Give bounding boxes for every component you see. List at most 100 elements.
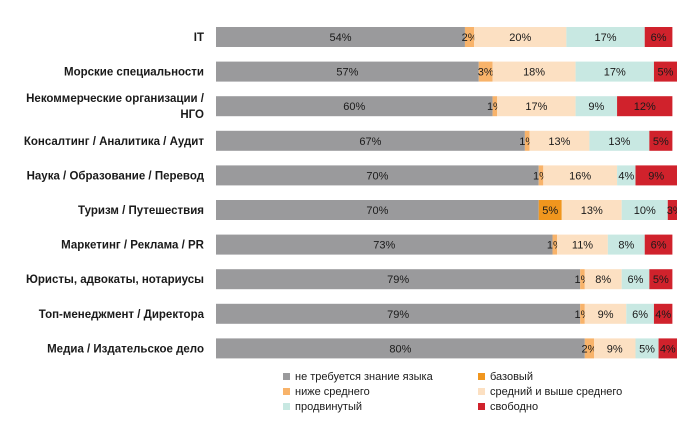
data-label-7-series-1: 73% (373, 240, 395, 252)
bar-segment-4-series-4 (529, 130, 590, 151)
data-label-1-series-4: 20% (509, 32, 531, 44)
data-label-6-series-1: 70% (366, 205, 388, 217)
category-label-6: Туризм / Путешествия (78, 205, 204, 217)
data-label-9-series-1: 79% (387, 309, 409, 321)
data-label-1-series-3: 2% (462, 32, 478, 44)
data-label-6-series-4: 13% (581, 205, 603, 217)
bar-segment-9-series-5 (626, 303, 654, 324)
bar-segment-1-series-1 (216, 27, 465, 47)
data-label-4-series-4: 13% (548, 136, 570, 148)
data-label-1-series-6: 6% (651, 32, 667, 44)
data-label-6-series-6: 3% (667, 205, 677, 217)
bar-segment-5-series-6 (635, 165, 677, 186)
data-label-8-series-4: 8% (595, 274, 611, 286)
data-label-2-series-3: 3% (478, 67, 494, 79)
bar-segment-6-series-2 (538, 200, 562, 220)
bar-segment-6-series-5 (621, 200, 668, 220)
bar-segment-3-series-5 (575, 96, 618, 117)
data-label-1-series-1: 54% (329, 32, 351, 44)
legend-label-4: средний и выше среднего (490, 386, 622, 398)
legend-label-5: продвинутый (295, 401, 362, 413)
bar-segment-8-series-4 (584, 269, 622, 290)
bar-segment-7-series-3 (552, 234, 558, 255)
bar-segment-9-series-4 (584, 303, 627, 324)
bar-segment-8-series-3 (580, 269, 585, 290)
data-label-3-series-5: 9% (588, 101, 604, 113)
legend-swatch-не-требуется-знание-языка (283, 373, 290, 380)
bars-layer: 54% 2% 20% 17% 6%57% 3% 18% 17% 5%60% 1% 17% 9% 12%6… (216, 27, 677, 359)
bar-segment-5-series-5 (617, 165, 636, 186)
data-label-5-series-6: 9% (648, 170, 664, 182)
category-label-9: Топ-менеджмент / Директора (39, 309, 205, 321)
bar-segment-6-series-1 (216, 200, 539, 220)
bar-segment-5-series-4 (543, 165, 618, 186)
bar-segment-4-series-5 (589, 130, 650, 151)
data-label-9-series-5: 6% (632, 309, 648, 321)
bar-segment-6-series-6 (667, 200, 677, 220)
legend-label-3: ниже среднего (295, 386, 370, 398)
data-label-3-series-4: 17% (525, 101, 547, 113)
bar-segment-8-series-6 (649, 269, 673, 290)
bar-segment-3-series-6 (617, 96, 673, 117)
bar-segment-2-series-5 (575, 61, 654, 82)
data-label-5-series-1: 70% (366, 170, 388, 182)
bar-segment-7-series-1 (216, 234, 553, 255)
data-label-7-series-4: 11% (572, 240, 593, 252)
category-label-2: Морские специальности (64, 67, 204, 79)
data-label-3-series-1: 60% (343, 101, 365, 113)
bar-segment-4-series-1 (216, 130, 525, 151)
bar-segment-2-series-4 (492, 61, 576, 82)
bar-segment-7-series-4 (557, 234, 608, 255)
data-label-9-series-4: 9% (598, 309, 614, 321)
data-label-3-series-6: 12% (634, 101, 656, 113)
data-label-10-series-5: 5% (639, 343, 655, 355)
bar-segment-10-series-6 (658, 338, 677, 359)
data-label-10-series-6: 4% (660, 343, 676, 355)
bar-segment-10-series-4 (594, 338, 636, 359)
bar-segment-4-series-3 (524, 130, 530, 151)
data-label-10-series-3: 2% (581, 343, 597, 355)
data-label-6-series-2: 5% (542, 205, 558, 217)
data-label-5-series-4: 16% (569, 170, 591, 182)
bar-segment-2-series-3 (478, 61, 493, 82)
data-label-4-series-5: 13% (608, 136, 630, 148)
bar-segment-4-series-6 (649, 130, 673, 151)
category-label-3: Некоммерческие организации / НГО (26, 93, 205, 121)
bar-segment-2-series-1 (216, 61, 479, 82)
legend-swatch-средний-и-выше-среднего (478, 388, 485, 395)
data-label-2-series-5: 17% (604, 67, 626, 79)
data-label-2-series-1: 57% (336, 67, 358, 79)
legend-label-2: базовый (490, 371, 533, 383)
category-label-8: Юристы, адвокаты, нотариусы (26, 274, 204, 286)
data-label-6-series-5: 10% (634, 205, 656, 217)
data-label-10-series-4: 9% (607, 343, 623, 355)
bar-segment-8-series-1 (216, 269, 581, 290)
bar-segment-10-series-1 (216, 338, 585, 359)
bar-segment-9-series-3 (580, 303, 585, 324)
bar-segment-3-series-4 (497, 96, 576, 117)
data-label-8-series-1: 79% (387, 274, 409, 286)
bar-segment-6-series-4 (561, 200, 622, 220)
legend-swatch-базовый (478, 373, 485, 380)
legend: не требуется знание языка базовый ниже сре… (283, 371, 622, 413)
category-label-7: Маркетинг / Реклама / PR (61, 240, 205, 252)
data-label-8-series-5: 6% (628, 274, 644, 286)
bar-segment-1-series-6 (644, 27, 673, 47)
legend-label-1: не требуется знание языка (295, 371, 434, 383)
bar-segment-8-series-5 (621, 269, 650, 290)
bar-segment-3-series-3 (492, 96, 498, 117)
bar-segment-1-series-3 (464, 27, 475, 47)
category-label-10: Медиа / Издательское дело (47, 343, 204, 355)
data-label-2-series-4: 18% (523, 67, 545, 79)
data-label-8-series-6: 5% (653, 274, 669, 286)
data-label-4-series-1: 67% (359, 136, 381, 148)
data-label-5-series-5: 4% (618, 170, 634, 182)
bar-segment-9-series-1 (216, 303, 581, 324)
bar-segment-2-series-6 (653, 61, 677, 82)
category-labels: IT Морские специальности Некоммерческие ор… (24, 32, 205, 355)
category-label-1: IT (194, 32, 204, 44)
legend-swatch-свободно (478, 403, 485, 410)
bar-segment-1-series-4 (474, 27, 567, 47)
category-label-5: Наука / Образование / Перевод (27, 170, 205, 182)
